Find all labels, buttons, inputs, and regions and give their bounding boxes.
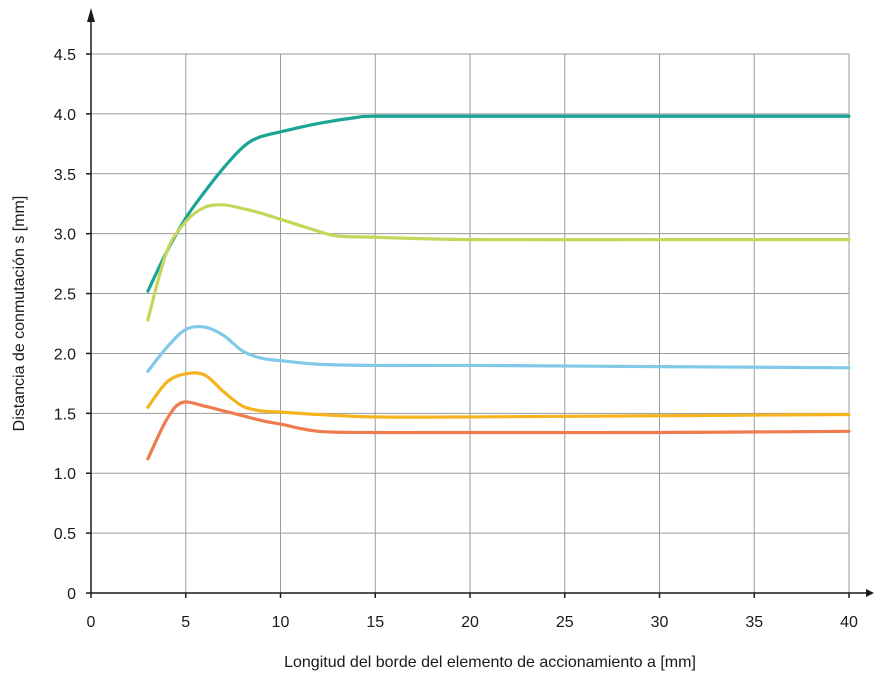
x-axis-arrow: [866, 589, 874, 597]
y-tick-label: 2.5: [54, 287, 76, 304]
y-tick-label: 4.0: [54, 107, 76, 124]
x-tick-label: 15: [366, 614, 384, 631]
grid: [91, 53, 850, 593]
y-tick-label: 3.5: [54, 167, 76, 184]
x-tick-label: 30: [651, 614, 669, 631]
series-lines: [146, 114, 851, 461]
series-line-4: [146, 371, 851, 419]
x-tick-label: 10: [272, 614, 290, 631]
axes: [87, 8, 874, 597]
y-tick-label: 1.5: [54, 406, 76, 423]
y-tick-label: 4.5: [54, 47, 76, 64]
x-tick-label: 40: [840, 614, 858, 631]
x-tick-label: 25: [556, 614, 574, 631]
y-tick-label: 3.0: [54, 227, 76, 244]
x-tick-label: 35: [745, 614, 763, 631]
series-line-3: [146, 324, 851, 374]
y-tick-label: 2.0: [54, 346, 76, 363]
x-tick-label: 20: [461, 614, 479, 631]
series-line-5: [146, 400, 851, 461]
x-tick-label: 5: [181, 614, 190, 631]
y-tick-label: 0.5: [54, 526, 76, 543]
series-line-2: [146, 203, 851, 322]
tick-labels: 0 5 10 15 20 25 30 35 40 0 0.5 1.0 1.5 2.0 2.5 3.0 3.5 4.…: [54, 47, 858, 631]
series-line-1: [146, 114, 851, 293]
y-tick-label: 0: [67, 586, 76, 603]
x-axis-title: Longitud del borde del elemento de accio…: [284, 654, 696, 671]
y-axis-title: Distancia de conmutación s [mm]: [11, 196, 28, 432]
x-tick-label: 0: [87, 614, 96, 631]
y-tick-label: 1.0: [54, 466, 76, 483]
y-axis-arrow: [87, 8, 95, 22]
